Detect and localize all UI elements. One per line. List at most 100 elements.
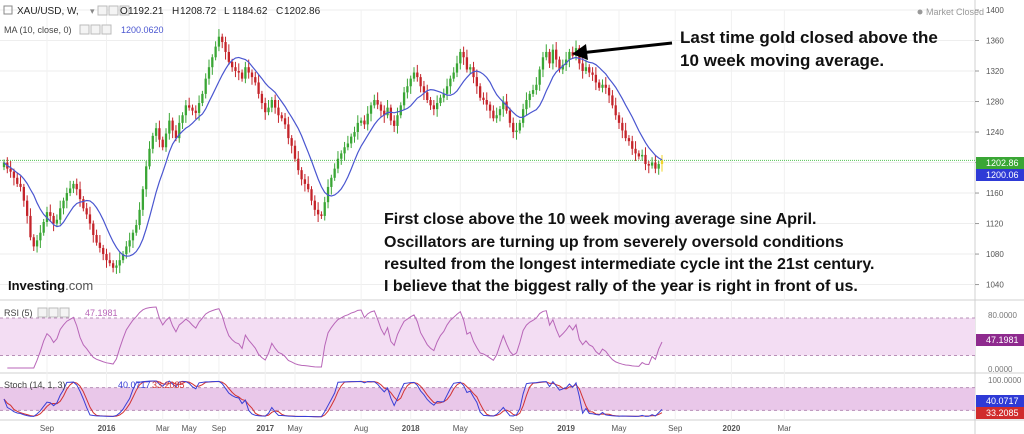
candle-body [300,170,303,180]
candle-body [429,99,432,106]
candle-body [19,183,22,187]
candlestick-series [2,29,664,274]
close-icon[interactable] [59,307,70,318]
commentary-line1: First close above the 10 week moving ave… [384,211,816,228]
candle-body [35,240,39,247]
settings-icon[interactable] [90,24,101,35]
stoch-k-value: 40.0717 [118,380,151,390]
ohlc-readout: O 1192.21 H 1208.72 L 1184.62 C 1202.86 [120,6,321,17]
candle-body [647,164,650,166]
candle-body [660,160,664,165]
candle-body [644,154,647,165]
candle-body [617,115,621,123]
candle-body [393,120,396,126]
rsi-value: 47.1981 [85,308,118,318]
candle-body [584,67,588,72]
candle-body [366,113,369,125]
rsi-value-tag [976,334,1024,346]
time-tick-label: 2018 [402,424,420,433]
candle-body [184,105,188,116]
candle-body [436,103,439,110]
candle-body [541,57,545,70]
settings-icon[interactable] [48,307,59,318]
candle-body [267,107,270,113]
time-tick-label: Aug [354,424,368,433]
candle-body [88,214,92,224]
candle-body [641,154,644,157]
candle-body [333,168,336,178]
close-price-tag-text: 1202.86 [986,158,1019,168]
time-axis: Sep 2016 Mar May Sep 2017 May Aug 2018 May Sep 2019… [40,424,792,433]
candle-body [498,109,502,116]
candle-body [65,193,68,201]
stoch-k-tag-text: 40.0717 [986,396,1019,406]
ohlc-key: O [120,6,128,17]
candle-body [350,136,353,144]
annotation-note-line2: 10 week moving average. [680,51,884,70]
candle-body [131,232,135,241]
symbol-label[interactable]: XAU/USD, W, [17,6,79,17]
candle-body [257,82,260,94]
candle-body [204,78,207,94]
candle-body [303,179,307,184]
settings-icon[interactable] [108,5,119,16]
stoch-label[interactable]: Stoch (14, 1, 3) [4,380,66,390]
candle-body [316,209,320,215]
candle-body [95,234,98,243]
candle-body [515,130,518,133]
candle-body [406,86,409,93]
candle-body [16,177,19,184]
candle-body [518,122,521,131]
visibility-icon[interactable] [37,307,48,318]
rsi-pane [0,306,975,369]
time-tick-label: May [182,424,197,433]
candle-body [207,67,211,79]
candle-body [631,141,634,149]
stoch-d-tag-text: 33.2085 [986,408,1019,418]
close-icon[interactable] [101,24,112,35]
stoch-k-line [3,380,663,418]
annotation-arrow [579,41,673,55]
candle-body [62,200,65,209]
candle-body [581,63,584,72]
candle-body [485,99,488,105]
candle-body [108,260,111,264]
candle-body [336,158,340,169]
candle-body [2,162,6,168]
moving-average-series [3,56,663,257]
candle-body [280,115,283,119]
time-tick-label: Sep [212,424,227,433]
candle-body [363,120,366,125]
close-icon[interactable] [119,5,130,16]
visibility-icon[interactable] [79,24,90,35]
candle-body [634,148,637,154]
candle-body [111,263,115,268]
ma-value: 1200.0620 [121,25,164,35]
candle-body [290,138,293,146]
brand-logo: Investing.com [8,278,93,293]
candle-body [174,130,178,139]
price-tick-label: 1160 [986,189,1004,198]
chevron-down-icon[interactable]: ▾ [90,6,95,16]
candle-body [237,71,240,73]
candle-body [376,99,379,105]
candle-body [561,64,564,70]
candle-body [459,51,462,64]
time-tick-label: 2017 [256,424,274,433]
ma-label[interactable]: MA (10, close, 0) [4,25,72,35]
price-tick-label: 1400 [986,6,1004,15]
candle-body [307,183,310,190]
candle-body [230,61,234,68]
candle-body [621,122,624,131]
close-price-tag [976,157,1024,169]
market-status: Market Closed [926,7,984,17]
rsi-band [0,318,975,356]
candle-body [118,260,121,266]
candle-body [55,219,59,224]
rsi-label[interactable]: RSI (5) [4,308,33,318]
collapse-icon[interactable] [3,5,13,15]
candle-body [102,247,105,255]
visibility-icon[interactable] [97,5,108,16]
